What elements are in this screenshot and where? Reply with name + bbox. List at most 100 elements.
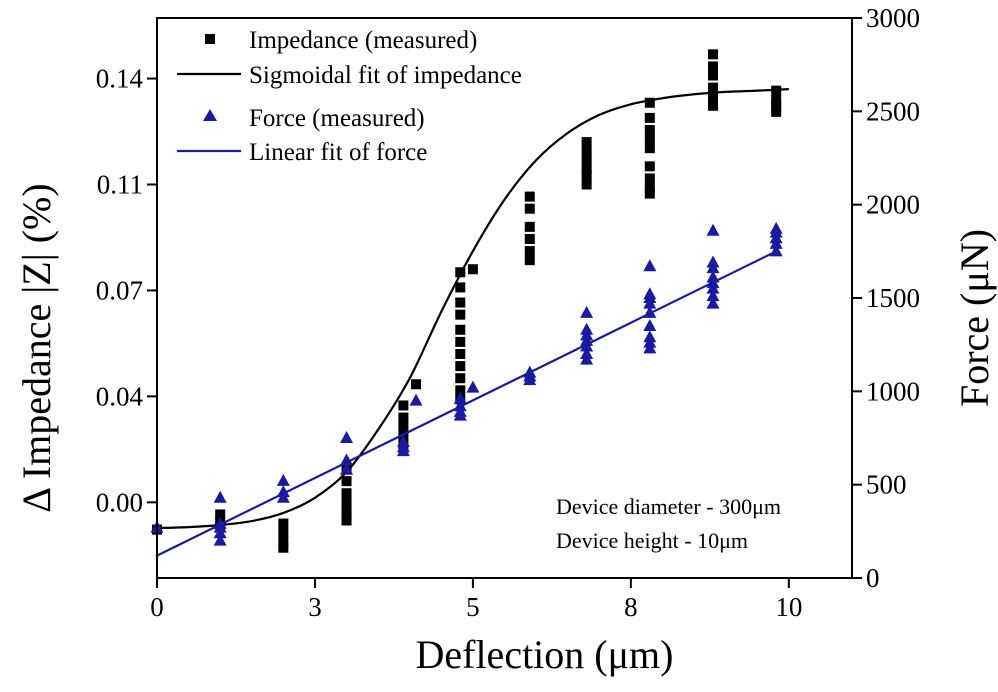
data-point xyxy=(341,476,352,487)
data-point xyxy=(706,270,720,283)
annotation-text: Device height - 10μm xyxy=(556,528,748,553)
data-point xyxy=(411,379,422,390)
data-point xyxy=(524,246,535,257)
data-point xyxy=(396,434,410,447)
data-point xyxy=(455,361,466,372)
data-point xyxy=(341,497,352,508)
data-point xyxy=(341,506,352,517)
y-left-tick-label: 0.00 xyxy=(96,487,143,517)
data-point xyxy=(706,255,720,268)
y-left-tick-label: 0.07 xyxy=(96,275,143,305)
y-right-tick-label: 1500 xyxy=(866,283,920,313)
y-left-tick-label: 0.11 xyxy=(97,169,143,199)
data-point xyxy=(581,179,592,190)
data-point xyxy=(643,330,657,343)
data-point xyxy=(215,509,226,520)
data-point xyxy=(340,431,354,443)
series-impedance-measured- xyxy=(152,49,782,553)
data-point xyxy=(708,61,718,72)
data-point xyxy=(398,400,409,411)
legend-triangle-swatch xyxy=(203,109,217,121)
y-axis-right-title: Force (μN) xyxy=(952,229,997,407)
data-point xyxy=(467,264,478,275)
data-point xyxy=(398,421,409,432)
legend-label: Sigmoidal fit of impedance xyxy=(249,62,522,89)
data-point xyxy=(455,324,466,335)
data-point xyxy=(581,137,592,148)
data-point xyxy=(708,82,718,93)
data-point xyxy=(340,453,354,466)
data-point xyxy=(771,100,782,111)
data-point xyxy=(524,255,535,266)
data-point xyxy=(524,203,535,214)
data-point xyxy=(580,347,594,359)
x-tick-label: 10 xyxy=(775,592,802,622)
data-point xyxy=(278,542,289,553)
data-point xyxy=(644,97,655,108)
data-point xyxy=(455,282,466,293)
data-point xyxy=(706,289,720,302)
data-point xyxy=(644,143,655,154)
series-force-measured- xyxy=(150,221,783,546)
data-point xyxy=(644,161,655,172)
data-point xyxy=(276,473,290,486)
data-point xyxy=(455,349,466,359)
data-point xyxy=(341,515,352,526)
data-point xyxy=(340,462,354,475)
x-tick-label: 5 xyxy=(466,592,480,622)
data-point xyxy=(706,296,720,309)
data-point xyxy=(455,373,466,384)
data-point xyxy=(213,490,227,503)
x-axis-title: Deflection (μm) xyxy=(415,632,673,677)
data-point xyxy=(643,259,657,272)
y-right-tick-label: 2500 xyxy=(866,96,920,126)
data-point xyxy=(581,170,592,181)
data-point xyxy=(341,488,352,499)
data-point xyxy=(644,112,655,123)
series-linear-fit-of-force xyxy=(156,250,777,557)
data-point xyxy=(278,518,289,529)
fit-line xyxy=(156,250,777,557)
legend-square-swatch xyxy=(205,34,215,44)
data-point xyxy=(771,106,782,117)
x-tick-label: 0 xyxy=(150,592,164,622)
y-right-tick-label: 3000 xyxy=(866,3,920,33)
data-point xyxy=(455,336,466,347)
data-point xyxy=(278,527,289,538)
data-point xyxy=(213,533,227,546)
data-point xyxy=(581,146,592,157)
y-right-tick-label: 0 xyxy=(866,563,880,593)
legend: Impedance (measured) Sigmoidal fit of imp… xyxy=(177,27,522,166)
data-point xyxy=(644,125,655,135)
annotation-text: Device diameter - 300μm xyxy=(556,494,781,519)
x-tick-label: 8 xyxy=(624,592,638,622)
y-left-tick-label: 0.14 xyxy=(96,64,144,94)
data-point xyxy=(644,173,655,184)
y-right-tick-label: 1000 xyxy=(866,376,920,406)
y-left-tick-label: 0.04 xyxy=(96,381,144,411)
data-point xyxy=(708,100,718,111)
series-sigmoidal-fit-of-impedance xyxy=(156,88,789,530)
data-point xyxy=(278,536,289,547)
data-point xyxy=(708,91,718,102)
y-right-tick-label: 500 xyxy=(866,470,907,500)
y-axis-left-title: Δ Impedance |Z| (%) xyxy=(14,183,59,512)
data-point xyxy=(644,134,655,145)
data-point xyxy=(466,380,480,393)
data-point xyxy=(398,412,409,423)
data-point xyxy=(581,164,592,175)
data-point xyxy=(769,221,783,234)
data-point xyxy=(524,233,535,244)
data-point xyxy=(644,182,655,193)
x-tick-label: 3 xyxy=(308,592,322,622)
data-point xyxy=(581,155,592,166)
data-point xyxy=(453,391,467,404)
fit-line xyxy=(156,88,789,530)
data-point xyxy=(708,49,718,60)
data-point xyxy=(771,94,782,105)
data-point xyxy=(643,287,657,300)
data-point xyxy=(708,70,718,81)
data-point xyxy=(644,188,655,199)
legend-label: Force (measured) xyxy=(249,105,425,132)
